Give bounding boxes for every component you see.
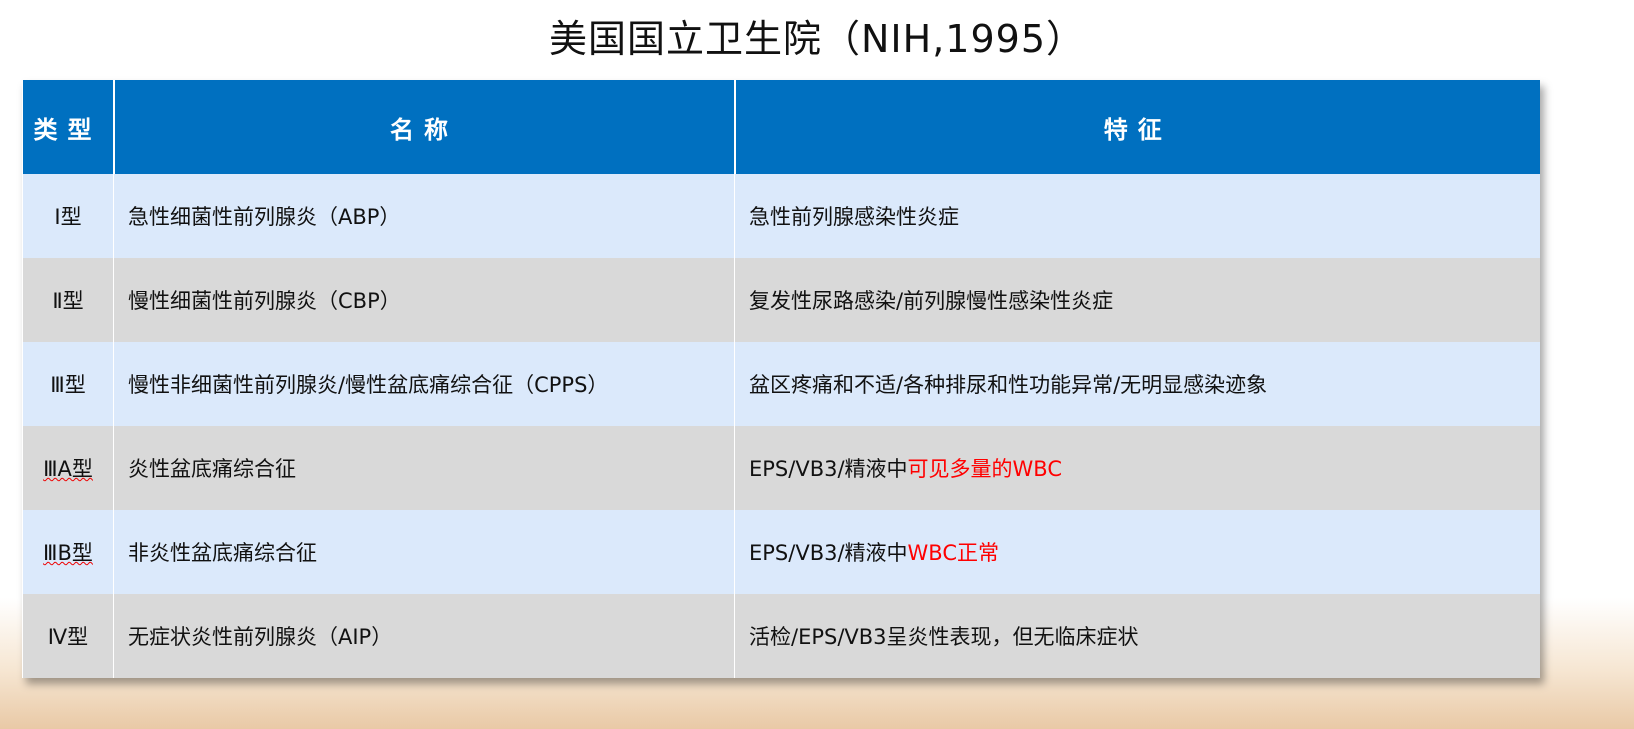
feature-cell: 急性前列腺感染性炎症: [734, 174, 1540, 258]
name-cell: 慢性非细菌性前列腺炎/慢性盆底痛综合征（CPPS）: [113, 342, 735, 426]
feature-text: 盆区疼痛和不适/各种排尿和性功能异常/无明显感染迹象: [749, 373, 1268, 397]
slide-title: 美国国立卫生院（NIH,1995）: [549, 17, 1085, 61]
header-type: 类型: [22, 80, 114, 174]
feature-cell: 盆区疼痛和不适/各种排尿和性功能异常/无明显感染迹象: [734, 342, 1540, 426]
nih-classification-table: 类型 名称 特征 Ⅰ型 急性细菌性前列腺炎（ABP） 急性前列腺感染性炎症 Ⅱ型 …: [22, 80, 1540, 678]
feature-text: 活检/EPS/VB3呈炎性表现，但无临床症状: [749, 625, 1139, 649]
feature-text: 急性前列腺感染性炎症: [749, 205, 959, 229]
feature-cell: 复发性尿路感染/前列腺慢性感染性炎症: [734, 258, 1540, 342]
type-cell: Ⅳ型: [22, 594, 114, 678]
type-label: ⅢB型: [43, 541, 93, 565]
table-row: Ⅲ型 慢性非细菌性前列腺炎/慢性盆底痛综合征（CPPS） 盆区疼痛和不适/各种排…: [22, 342, 1540, 426]
table-row: ⅢB型 非炎性盆底痛综合征 EPS/VB3/精液中WBC正常: [22, 510, 1540, 594]
name-cell: 急性细菌性前列腺炎（ABP）: [113, 174, 735, 258]
table-row: Ⅳ型 无症状炎性前列腺炎（AIP） 活检/EPS/VB3呈炎性表现，但无临床症状: [22, 594, 1540, 678]
table-header-row: 类型 名称 特征: [22, 80, 1540, 174]
type-cell: ⅢA型: [22, 426, 114, 510]
name-cell: 慢性细菌性前列腺炎（CBP）: [113, 258, 735, 342]
type-cell: Ⅰ型: [22, 174, 114, 258]
feature-highlight: WBC正常: [907, 541, 1000, 565]
type-label: Ⅰ型: [54, 205, 82, 229]
feature-text: 复发性尿路感染/前列腺慢性感染性炎症: [749, 289, 1114, 313]
type-cell: ⅢB型: [22, 510, 114, 594]
type-label: ⅢA型: [43, 457, 93, 481]
type-label: Ⅲ型: [50, 373, 86, 397]
type-cell: Ⅲ型: [22, 342, 114, 426]
name-cell: 非炎性盆底痛综合征: [113, 510, 735, 594]
feature-cell: 活检/EPS/VB3呈炎性表现，但无临床症状: [734, 594, 1540, 678]
type-cell: Ⅱ型: [22, 258, 114, 342]
feature-highlight: 可见多量的WBC: [907, 457, 1063, 481]
feature-text: EPS/VB3/精液中: [749, 457, 908, 481]
table-row: ⅢA型 炎性盆底痛综合征 EPS/VB3/精液中可见多量的WBC: [22, 426, 1540, 510]
type-label: Ⅳ型: [47, 625, 89, 649]
name-cell: 无症状炎性前列腺炎（AIP）: [113, 594, 735, 678]
feature-text: EPS/VB3/精液中: [749, 541, 908, 565]
feature-cell: EPS/VB3/精液中WBC正常: [734, 510, 1540, 594]
table-row: Ⅱ型 慢性细菌性前列腺炎（CBP） 复发性尿路感染/前列腺慢性感染性炎症: [22, 258, 1540, 342]
name-cell: 炎性盆底痛综合征: [113, 426, 735, 510]
header-name: 名称: [112, 80, 735, 174]
feature-cell: EPS/VB3/精液中可见多量的WBC: [734, 426, 1540, 510]
header-feature: 特征: [733, 80, 1540, 174]
table-row: Ⅰ型 急性细菌性前列腺炎（ABP） 急性前列腺感染性炎症: [22, 174, 1540, 258]
type-label: Ⅱ型: [52, 289, 84, 313]
